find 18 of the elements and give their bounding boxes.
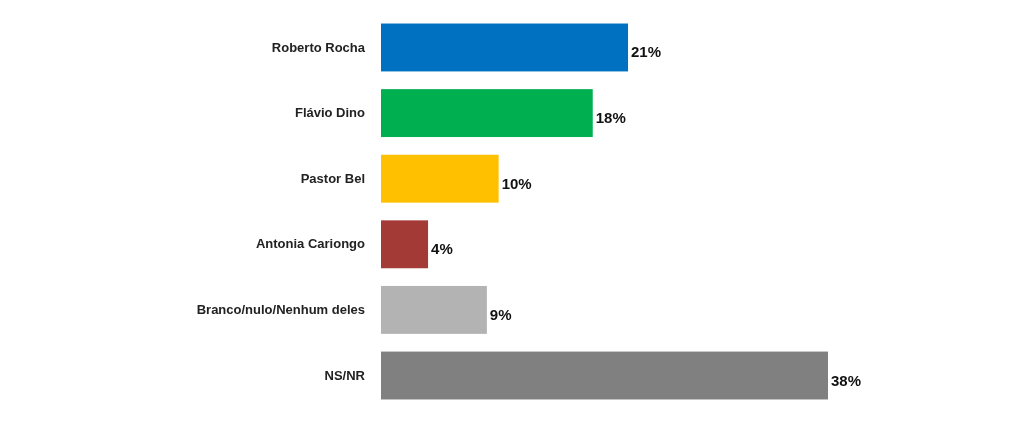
y-tick-label: Roberto Rocha (271, 39, 366, 55)
y-tick-label: Antonia Cariongo (255, 236, 366, 252)
data-label: 10% (501, 174, 532, 192)
y-tick-label: Branco/nulo/Nenhum deles (196, 302, 365, 318)
data-label: 38% (831, 371, 862, 389)
bar (381, 351, 828, 400)
data-label: 18% (595, 109, 626, 127)
bar (381, 23, 629, 72)
data-label: 4% (431, 240, 453, 258)
y-tick-label: NS/NR (324, 367, 366, 383)
bar (381, 285, 487, 334)
bar (381, 154, 499, 203)
bar (381, 89, 593, 138)
data-label: 21% (631, 43, 662, 61)
data-label: 9% (489, 305, 512, 323)
y-tick-label: Pastor Bel (300, 170, 365, 186)
y-tick-label: Flávio Dino (294, 105, 366, 121)
bar (381, 220, 429, 269)
